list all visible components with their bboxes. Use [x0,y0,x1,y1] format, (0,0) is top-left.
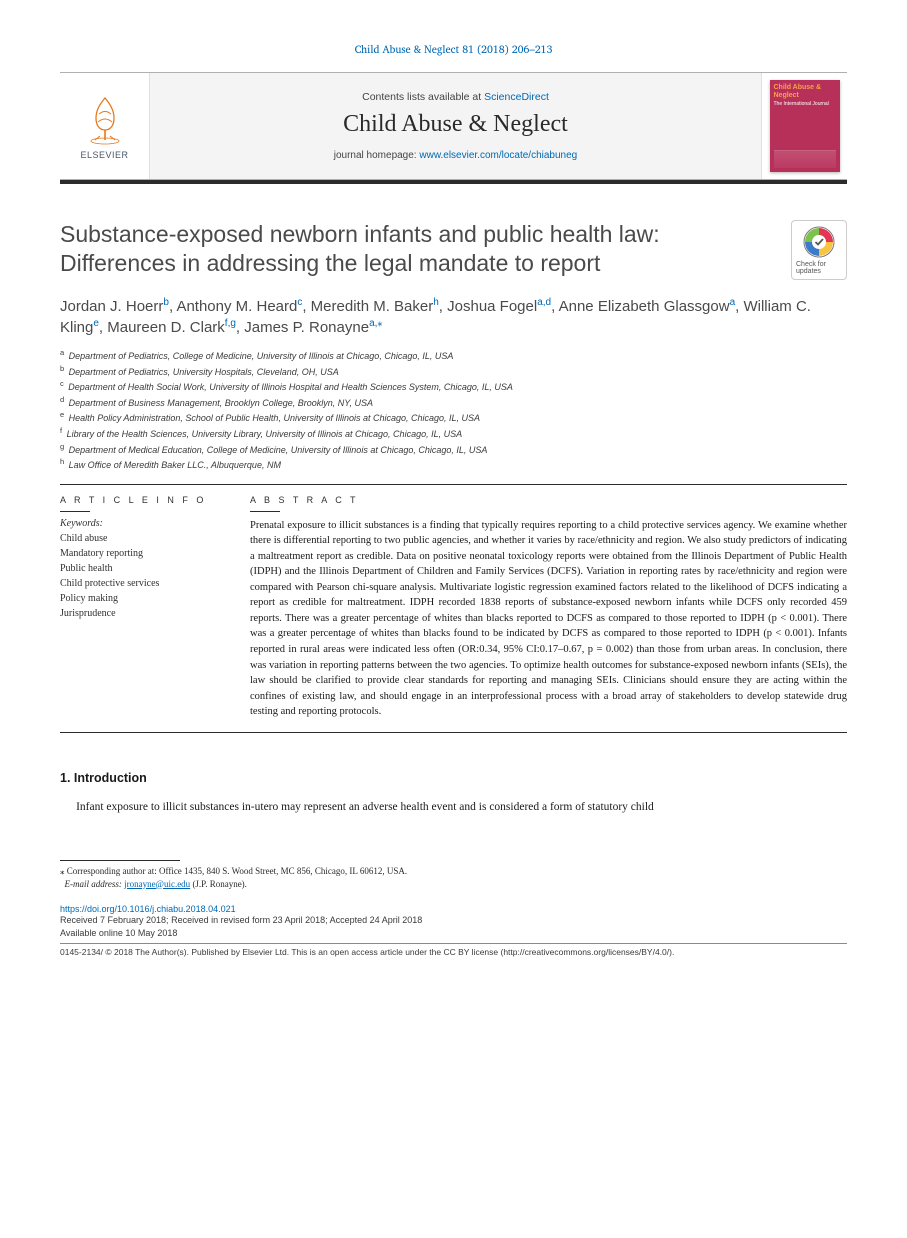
header-center: Contents lists available at ScienceDirec… [150,73,761,179]
history-received: Received 7 February 2018; Received in re… [60,914,847,927]
affiliation-ref[interactable]: a [730,297,736,308]
cover-subtitle: The International Journal [774,102,836,108]
abstract-rule-short [250,511,280,512]
affiliation-item: a Department of Pediatrics, College of M… [60,348,847,363]
affiliation-ref[interactable]: a,d [537,297,551,308]
abstract-col: A B S T R A C T Prenatal exposure to ill… [250,495,847,720]
article-title: Substance-exposed newborn infants and pu… [60,220,771,279]
abstract-text: Prenatal exposure to illicit substances … [250,518,847,720]
journal-cover: Child Abuse & Neglect The International … [770,80,840,172]
keyword-item: Mandatory reporting [60,546,224,561]
affiliation-ref[interactable]: h [433,297,439,308]
check-updates-badge[interactable]: Check for updates [791,220,847,280]
affiliation-ref[interactable]: ⁎ [377,318,382,329]
article-history: Received 7 February 2018; Received in re… [60,914,847,939]
publisher-label: ELSEVIER [80,150,128,160]
doi-link[interactable]: https://doi.org/10.1016/j.chiabu.2018.04… [60,904,847,914]
article-info-col: A R T I C L E I N F O Keywords: Child ab… [60,495,224,720]
affiliation-item: h Law Office of Meredith Baker LLC., Alb… [60,457,847,472]
page-root: Child Abuse & Neglect 81 (2018) 206–213 … [0,0,907,987]
affiliation-ref[interactable]: b [163,297,169,308]
abstract-heading: A B S T R A C T [250,495,847,505]
journal-header: ELSEVIER Contents lists available at Sci… [60,72,847,180]
journal-cover-block: Child Abuse & Neglect The International … [761,73,847,179]
keyword-item: Policy making [60,591,224,606]
affiliation-item: g Department of Medical Education, Colle… [60,442,847,457]
history-available: Available online 10 May 2018 [60,927,847,940]
homepage-link[interactable]: www.elsevier.com/locate/chiabuneg [419,150,577,161]
footnote-rule [60,860,180,861]
homepage-prefix: journal homepage: [334,150,420,161]
cover-title: Child Abuse & Neglect [774,84,836,99]
journal-name: Child Abuse & Neglect [343,111,568,138]
info-abstract-row: A R T I C L E I N F O Keywords: Child ab… [60,495,847,720]
affiliation-ref[interactable]: c [297,297,302,308]
sciencedirect-link[interactable]: ScienceDirect [484,91,549,103]
email-footnote: E-mail address: jronayne@uic.edu (J.P. R… [60,878,847,891]
title-row: Substance-exposed newborn infants and pu… [60,220,847,280]
info-rule-short [60,511,90,512]
keywords-list: Child abuseMandatory reportingPublic hea… [60,531,224,621]
citation-line: Child Abuse & Neglect 81 (2018) 206–213 [60,40,847,58]
header-thick-rule [60,180,847,184]
crossmark-icon [802,225,836,259]
homepage-line: journal homepage: www.elsevier.com/locat… [334,150,578,161]
authors-list: Jordan J. Hoerrb, Anthony M. Heardc, Mer… [60,296,847,338]
keyword-item: Public health [60,561,224,576]
contents-prefix: Contents lists available at [362,91,484,103]
affiliation-ref[interactable]: f,g [225,318,236,329]
email-name: (J.P. Ronayne). [192,879,247,889]
publisher-logo-block: ELSEVIER [60,73,150,179]
article-info-heading: A R T I C L E I N F O [60,495,224,505]
keyword-item: Child protective services [60,576,224,591]
contents-lists-line: Contents lists available at ScienceDirec… [362,91,549,103]
affiliation-ref[interactable]: e [93,318,99,329]
rule-above-abstract [60,484,847,485]
affiliation-item: e Health Policy Administration, School o… [60,410,847,425]
section-1-body: Infant exposure to illicit substances in… [60,799,847,816]
copyright-line: 0145-2134/ © 2018 The Author(s). Publish… [60,947,847,957]
affiliation-item: c Department of Health Social Work, Univ… [60,379,847,394]
elsevier-tree-icon [78,92,132,146]
affiliation-item: f Library of the Health Sciences, Univer… [60,426,847,441]
affiliation-item: b Department of Pediatrics, University H… [60,364,847,379]
email-link[interactable]: jronayne@uic.edu [124,879,190,889]
email-label: E-mail address: [65,879,122,889]
cover-band [774,150,836,168]
affiliations-list: a Department of Pediatrics, College of M… [60,348,847,472]
rule-below-abstract [60,732,847,733]
corresponding-author-footnote: ⁎ Corresponding author at: Office 1435, … [60,865,847,878]
section-1-heading: 1. Introduction [60,771,847,785]
footnotes-block: ⁎ Corresponding author at: Office 1435, … [60,865,847,890]
bottom-rule [60,943,847,944]
keyword-item: Jurisprudence [60,606,224,621]
affiliation-item: d Department of Business Management, Bro… [60,395,847,410]
keyword-item: Child abuse [60,531,224,546]
check-updates-label: Check for updates [796,261,842,275]
keywords-label: Keywords: [60,518,224,529]
